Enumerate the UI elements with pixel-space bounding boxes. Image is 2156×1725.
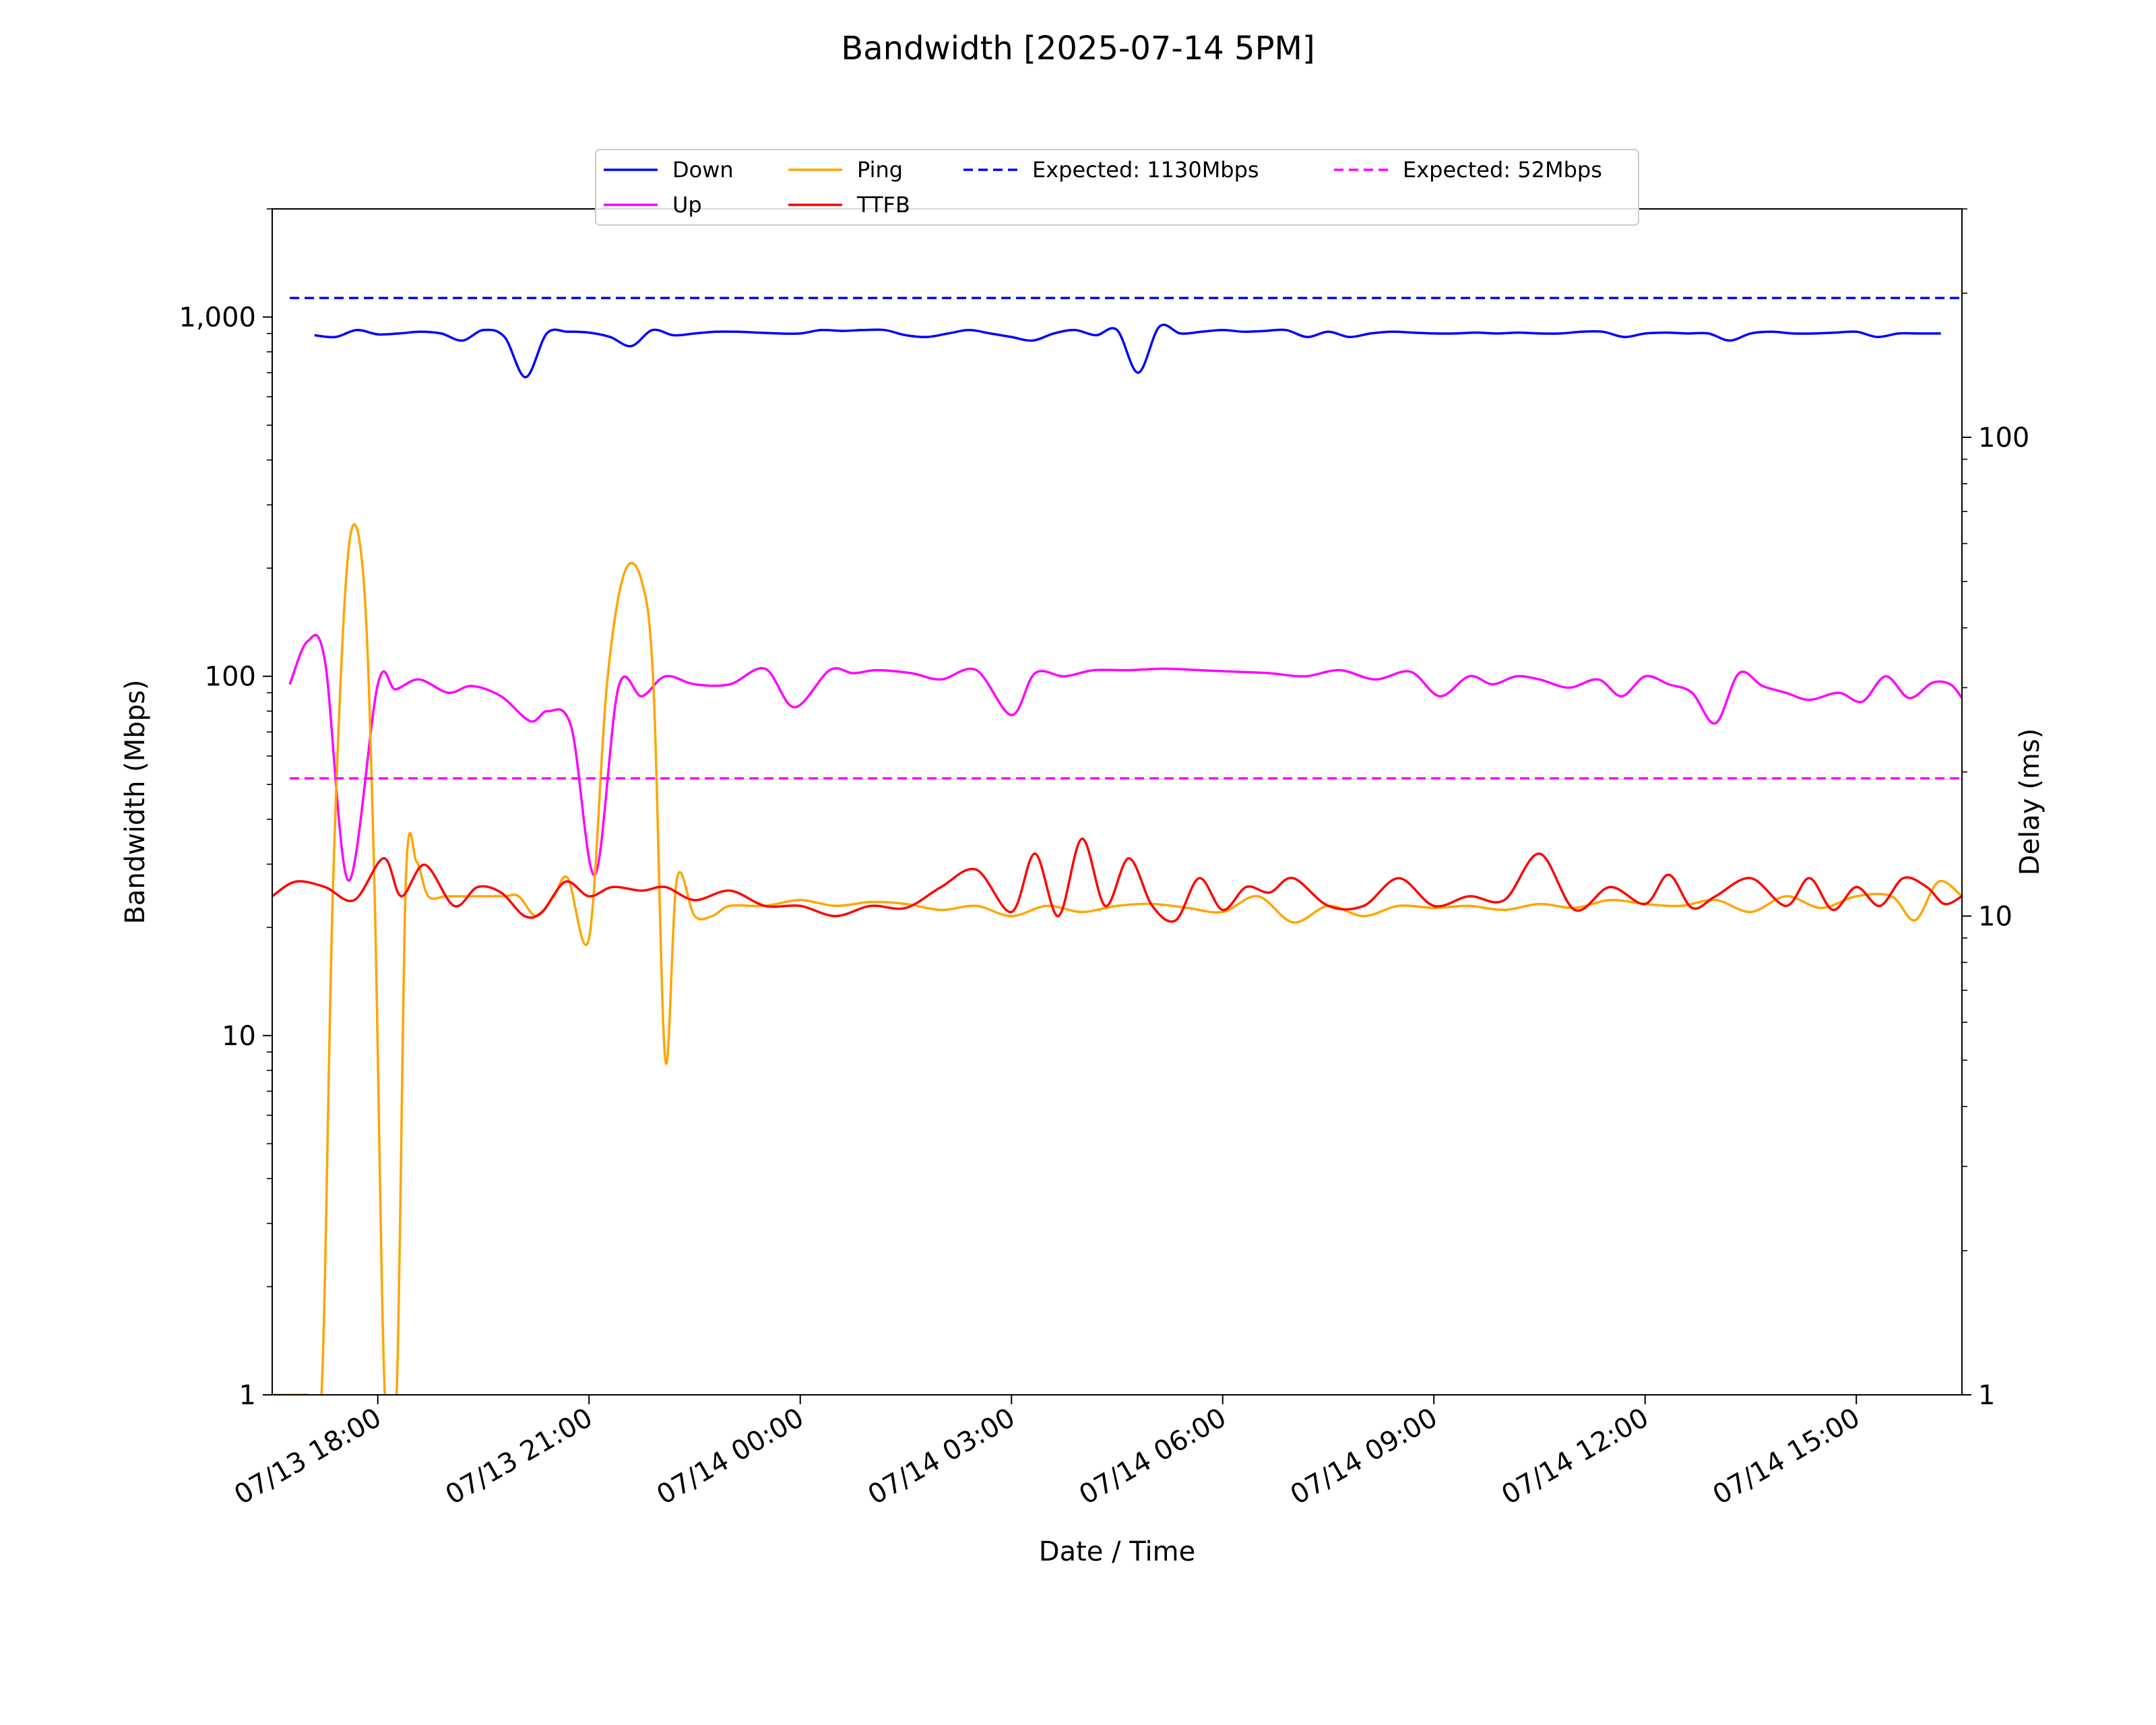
y-tick-label: 1 <box>239 1380 256 1411</box>
legend-label-ping: Ping <box>857 157 903 183</box>
y-tick-label: 1,000 <box>179 302 256 333</box>
series-layer <box>272 296 1962 1395</box>
y2-tick-label: 10 <box>1978 901 2012 932</box>
x-tick-label: 07/13 18:00 <box>229 1402 387 1511</box>
series-line-down <box>314 323 1941 379</box>
x-tick-label: 07/13 21:00 <box>441 1402 598 1511</box>
series-line-ping <box>272 523 1962 1395</box>
plot-frame <box>272 208 1963 1395</box>
y-tick-label: 100 <box>205 662 256 693</box>
x-tick-label: 07/14 00:00 <box>652 1402 809 1511</box>
x-tick-label: 07/14 12:00 <box>1496 1402 1654 1511</box>
y2-axis-label: Delay (ms) <box>2015 728 2046 875</box>
legend-label-ttfb: TTFB <box>856 192 910 218</box>
legend-frame <box>595 149 1639 226</box>
legend-label-down: Down <box>672 157 734 183</box>
x-tick-label: 07/14 09:00 <box>1286 1402 1443 1511</box>
legend-label-expected-52mbps: Expected: 52Mbps <box>1403 157 1602 183</box>
chart-title: Bandwidth [2025-07-14 5PM] <box>841 30 1314 67</box>
series-line-ttfb <box>272 838 1962 923</box>
x-tick-label: 07/14 03:00 <box>863 1402 1021 1511</box>
legend-label-up: Up <box>672 192 702 218</box>
x-tick-label: 07/14 06:00 <box>1074 1402 1232 1511</box>
axes-layer: 07/13 18:00 07/13 21:00 07/14 00:00 07/14 0… <box>179 208 2029 1511</box>
x-tick-label: 07/14 15:00 <box>1708 1402 1866 1511</box>
legend: Down Up Ping TTFB Expected: 1130Mbps Expected… <box>595 149 1639 226</box>
series-line-up <box>288 633 1962 882</box>
x-axis-label: Date / Time <box>1039 1536 1195 1567</box>
y-axis-label: Bandwidth (Mbps) <box>120 679 151 924</box>
legend-label-expected-1130mbps: Expected: 1130Mbps <box>1032 157 1259 183</box>
y-tick-label: 10 <box>222 1021 256 1052</box>
y2-tick-label: 100 <box>1978 422 2029 453</box>
y2-tick-label: 1 <box>1978 1380 1995 1411</box>
